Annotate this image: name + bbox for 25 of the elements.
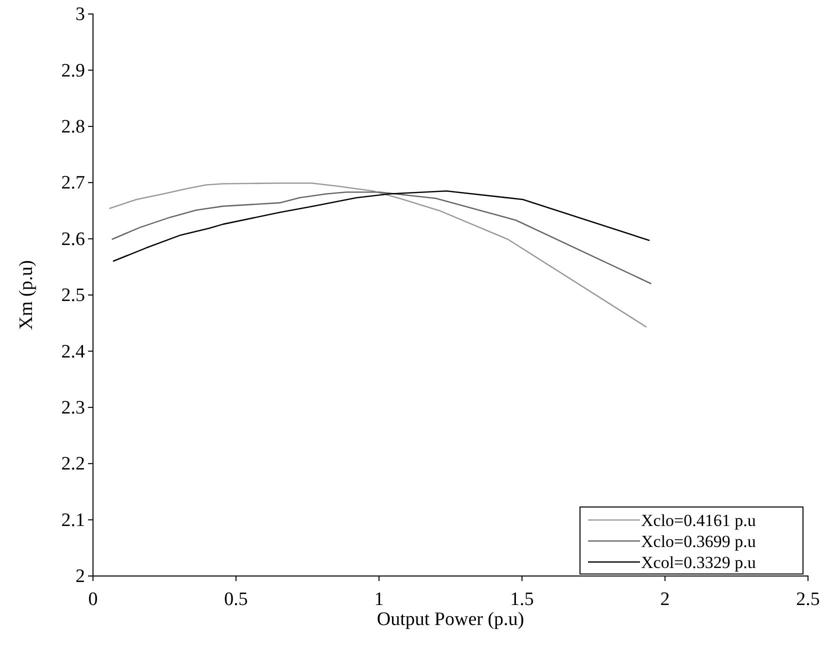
legend-label: Xclo=0.3699 p.u	[641, 532, 756, 551]
legend-label: Xclo=0.4161 p.u	[641, 511, 756, 530]
legend-label: Xcol=0.3329 p.u	[641, 553, 756, 572]
y-tick-label: 2.4	[61, 341, 86, 362]
y-tick-label: 2.3	[61, 397, 85, 418]
x-tick-label: 1	[374, 588, 384, 610]
y-tick-label: 2.7	[61, 172, 85, 194]
line-series	[112, 190, 650, 262]
line-series	[108, 182, 648, 328]
x-tick-label: 0	[88, 588, 98, 610]
y-tick-label: 2.6	[61, 228, 85, 250]
y-tick-label: 2.1	[61, 510, 85, 531]
x-tick-label: 0.5	[224, 588, 248, 610]
y-tick-label: 2.9	[61, 60, 85, 82]
x-tick-label: 2	[660, 588, 670, 610]
x-axis-title: Output Power (p.u)	[376, 609, 524, 630]
y-axis-title: Xm (p.u)	[16, 260, 37, 330]
y-tick-label: 3	[76, 4, 85, 26]
y-tick-label: 2.2	[61, 454, 85, 475]
y-tick-label: 2.5	[61, 285, 85, 306]
y-tick-label: 2	[76, 566, 85, 588]
x-tick-label: 2.5	[796, 588, 820, 610]
y-tick-label: 2.8	[61, 116, 85, 138]
x-tick-label: 1.5	[510, 588, 534, 610]
line-series	[111, 192, 652, 284]
